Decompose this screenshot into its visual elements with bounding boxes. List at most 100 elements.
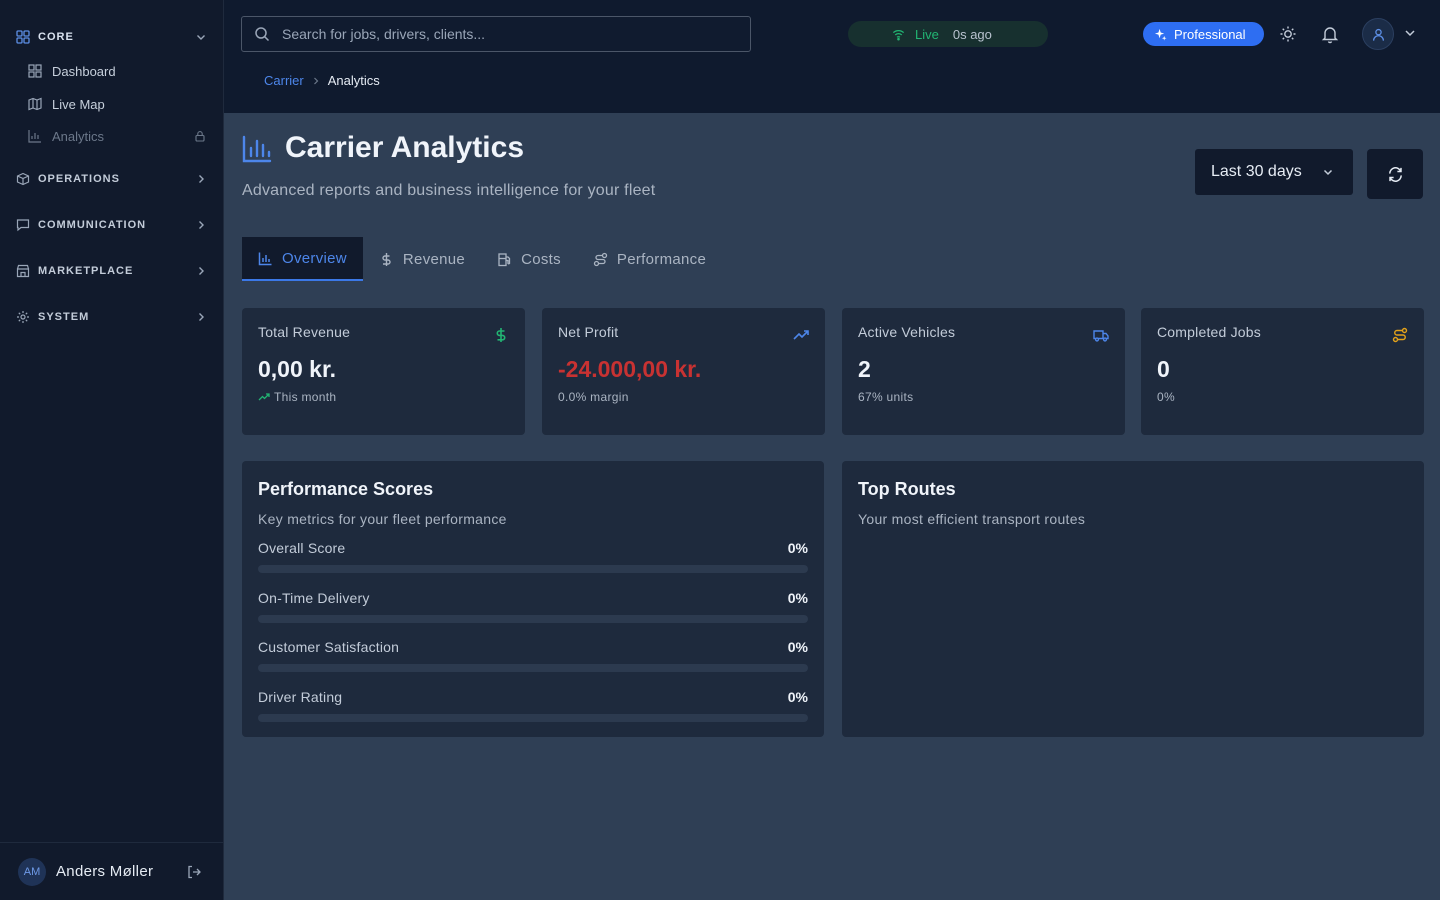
stat-value: 0,00 kr. xyxy=(258,356,337,382)
panel-subtitle: Key metrics for your fleet performance xyxy=(258,511,507,527)
search-box xyxy=(241,16,751,52)
sidebar-group-label: OPERATIONS xyxy=(38,173,120,185)
tab-revenue[interactable]: Revenue xyxy=(363,237,481,281)
lock-icon xyxy=(195,131,205,142)
chat-icon xyxy=(16,219,30,232)
tab-costs[interactable]: Costs xyxy=(481,237,577,281)
stat-label: Total Revenue xyxy=(258,324,351,340)
truck-icon xyxy=(1093,330,1109,342)
stat-sub: This month xyxy=(258,390,336,404)
sidebar: CORE Dashboard Live Map Analytics OPERAT… xyxy=(0,0,224,900)
stat-label: Net Profit xyxy=(558,324,619,340)
route-icon xyxy=(1392,327,1408,343)
stat-card-net-profit: Net Profit -24.000,00 kr. 0.0% margin xyxy=(542,308,825,435)
plan-badge[interactable]: Professional xyxy=(1143,22,1264,46)
metric-label: Driver Rating xyxy=(258,689,343,705)
sidebar-group-operations[interactable]: OPERATIONS xyxy=(0,165,224,193)
sidebar-item-label: Live Map xyxy=(52,96,105,112)
gear-icon xyxy=(17,311,29,323)
sparkle-icon xyxy=(1154,28,1167,41)
bar-chart-icon xyxy=(258,252,272,265)
user-name: Anders Møller xyxy=(56,863,154,880)
date-range-value: Last 30 days xyxy=(1211,163,1302,180)
chevron-down-icon[interactable] xyxy=(1402,25,1418,41)
fuel-icon xyxy=(498,252,511,266)
chevron-right-icon xyxy=(313,77,319,84)
stat-card-completed-jobs: Completed Jobs 0 0% xyxy=(1141,308,1424,435)
chevron-right-icon xyxy=(199,313,204,321)
breadcrumb-carrier[interactable]: Carrier xyxy=(264,73,304,88)
sidebar-group-core[interactable]: CORE xyxy=(0,23,224,51)
sidebar-group-label: MARKETPLACE xyxy=(38,265,134,277)
user-avatar-button[interactable] xyxy=(1362,18,1394,50)
stat-sub: 0% xyxy=(1157,390,1175,404)
stat-value: 2 xyxy=(858,356,871,382)
chevron-right-icon xyxy=(199,221,204,229)
metric-on-time-delivery: On-Time Delivery 0% xyxy=(258,590,808,630)
sidebar-item-analytics: Analytics xyxy=(8,122,216,150)
metric-label: Overall Score xyxy=(258,540,346,556)
date-range-select[interactable]: Last 30 days xyxy=(1195,149,1353,195)
sidebar-item-label: Analytics xyxy=(52,128,105,144)
metric-label: On-Time Delivery xyxy=(258,590,370,606)
sidebar-group-communication[interactable]: COMMUNICATION xyxy=(0,211,224,239)
top-routes-panel: Top Routes Your most efficient transport… xyxy=(842,461,1424,737)
tab-bar: Overview Revenue Costs Performance xyxy=(242,237,722,281)
stat-sub-text: 67% units xyxy=(858,390,914,404)
logout-icon[interactable] xyxy=(186,864,202,880)
performance-scores-panel: Performance Scores Key metrics for your … xyxy=(242,461,824,737)
avatar[interactable]: AM xyxy=(18,857,46,886)
tab-label: Performance xyxy=(616,250,707,268)
tab-label: Costs xyxy=(521,250,561,268)
sidebar-item-dashboard[interactable]: Dashboard xyxy=(8,57,216,85)
panel-subtitle: Your most efficient transport routes xyxy=(858,511,1086,527)
map-icon xyxy=(28,97,42,111)
sun-icon[interactable] xyxy=(1278,24,1298,44)
sidebar-group-system[interactable]: SYSTEM xyxy=(0,303,224,331)
stat-sub-text: 0% xyxy=(1157,390,1175,404)
page-title: Carrier Analytics xyxy=(285,131,525,164)
stat-label: Completed Jobs xyxy=(1157,324,1261,340)
search-input[interactable] xyxy=(282,26,750,42)
sidebar-group-label: CORE xyxy=(38,31,74,43)
metric-value: 0% xyxy=(787,689,808,705)
live-status: Live 0s ago xyxy=(848,21,1048,47)
stat-value: -24.000,00 kr. xyxy=(558,356,702,382)
metric-value: 0% xyxy=(787,639,808,655)
chevron-down-icon xyxy=(197,35,205,40)
bell-icon[interactable] xyxy=(1320,24,1340,44)
grid-icon xyxy=(16,30,30,44)
box-icon xyxy=(16,172,30,186)
progress-bar xyxy=(258,615,808,623)
stat-sub: 67% units xyxy=(858,390,913,404)
metric-customer-satisfaction: Customer Satisfaction 0% xyxy=(258,639,808,679)
plan-badge-label: Professional xyxy=(1174,26,1246,42)
live-label: Live xyxy=(915,26,939,42)
panel-title: Performance Scores xyxy=(258,479,434,499)
dollar-icon xyxy=(382,252,391,266)
topbar: Live 0s ago Professional Carrier Analyti… xyxy=(224,0,1440,113)
dashboard-icon xyxy=(28,64,42,78)
tab-overview[interactable]: Overview xyxy=(242,237,363,281)
main-content: Carrier Analytics Advanced reports and b… xyxy=(224,113,1440,900)
dollar-icon xyxy=(496,328,506,342)
tab-label: Overview xyxy=(282,249,347,267)
sidebar-group-label: COMMUNICATION xyxy=(38,219,147,231)
metric-driver-rating: Driver Rating 0% xyxy=(258,689,808,729)
breadcrumb: Carrier Analytics xyxy=(264,73,380,88)
sidebar-item-live-map[interactable]: Live Map xyxy=(8,90,216,118)
tab-performance[interactable]: Performance xyxy=(577,237,722,281)
metric-label: Customer Satisfaction xyxy=(258,639,400,655)
refresh-button[interactable] xyxy=(1367,149,1423,199)
stat-label: Active Vehicles xyxy=(858,324,956,340)
page-subtitle: Advanced reports and business intelligen… xyxy=(242,182,656,199)
trending-up-icon xyxy=(793,330,809,340)
panel-title: Top Routes xyxy=(858,479,956,499)
chevron-right-icon xyxy=(199,175,204,183)
progress-bar xyxy=(258,565,808,573)
tab-label: Revenue xyxy=(402,250,466,268)
sidebar-group-marketplace[interactable]: MARKETPLACE xyxy=(0,257,224,285)
metric-overall-score: Overall Score 0% xyxy=(258,540,808,580)
sidebar-item-label: Dashboard xyxy=(52,63,116,79)
metric-value: 0% xyxy=(787,590,808,606)
